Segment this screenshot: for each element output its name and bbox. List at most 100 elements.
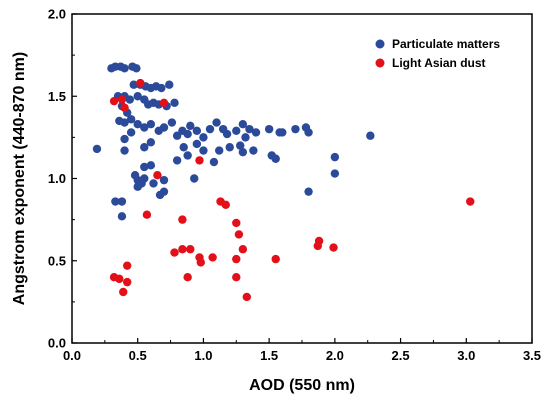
legend-label: Particulate matters [392,37,500,51]
particulate-point [179,143,188,152]
x-tick-label: 1.5 [260,348,278,363]
particulate-point [330,169,340,178]
dust-point [153,171,162,180]
particulate-point [117,212,127,221]
particulate-point [225,143,234,152]
x-tick-label: 3.0 [457,348,475,363]
particulate-point [129,80,138,89]
dust-point [136,78,145,88]
particulate-point [146,120,156,129]
legend: Particulate matters Light Asian dust [375,37,500,70]
particulate-point [236,141,245,150]
particulate-point [209,157,219,167]
particulate-point [157,83,166,93]
particulate-point [133,182,142,191]
particulate-point [120,118,129,127]
particulate-point [291,124,300,134]
dust-point [183,273,192,282]
particulate-point [140,162,149,172]
particulate-point [126,128,136,137]
dust-point [120,103,129,112]
particulate-point [120,64,129,73]
dust-point [159,98,169,108]
particulate-point [222,129,232,139]
x-tick-label: 0.5 [129,348,147,363]
dust-point [119,287,128,297]
particulate-point [183,151,192,160]
particulate-point [278,128,287,137]
particulate-point [238,147,248,157]
dust-point [242,292,251,302]
x-tick-label: 0.0 [63,348,81,363]
particulate-point [199,146,208,155]
particulate-point [146,138,156,147]
particulate-point [133,92,142,101]
dust-point [314,236,324,246]
data-points [92,62,475,302]
dust-point [109,96,119,106]
dust-point [186,245,195,254]
particulate-point [159,175,169,185]
y-tick-label: 0.5 [48,253,66,268]
legend-marker [375,58,385,68]
x-tick-label: 1.0 [194,348,212,363]
particulate-point [120,134,129,144]
y-tick-label: 1.0 [48,171,66,186]
y-tick-label: 0.0 [48,336,66,351]
particulate-point [249,146,258,155]
x-tick-label: 2.5 [392,348,410,363]
particulate-point [366,131,375,140]
dust-point [329,243,338,252]
particulate-point [149,179,158,188]
x-tick-label: 2.0 [326,348,344,363]
particulate-point [192,139,202,149]
particulate-point [212,118,221,127]
particulate-point [304,187,313,196]
particulate-point [172,156,182,165]
dust-point [196,258,205,267]
dust-point [232,218,241,228]
dust-point [208,253,217,262]
particulate-point [111,197,120,206]
particulate-point [126,115,136,124]
dust-point [170,248,179,257]
dust-point [238,245,248,254]
x-axis-label: AOD (550 nm) [249,377,355,394]
particulate-point [232,126,241,135]
dust-point [142,210,152,219]
y-axis-label: Angstrom exponent (440-870 nm) [11,52,28,305]
dust-point [232,254,241,264]
particulate-point [241,133,250,142]
particulate-point [140,174,149,183]
dust-point [234,230,244,239]
dust-point [271,254,280,264]
legend-marker [375,39,385,49]
y-tick-label: 2.0 [48,7,66,22]
dust-point [466,197,475,206]
dust-point [195,156,204,165]
particulate-point [264,124,274,134]
y-tick-label: 1.5 [48,89,66,104]
particulate-point [205,124,215,134]
particulate-point [120,146,129,155]
particulate-point [125,95,135,104]
dust-point [232,273,241,282]
x-tick-label: 3.5 [523,348,541,363]
dust-point [117,95,127,104]
particulate-point [172,131,182,140]
particulate-point [271,154,280,163]
particulate-point [117,197,127,206]
particulate-point [133,120,142,129]
particulate-point [159,123,169,132]
dust-point [178,245,187,254]
dust-point [178,215,187,224]
particulate-point [159,187,169,196]
particulate-point [330,152,340,162]
particulate-point [251,128,261,137]
particulate-point [92,144,102,154]
dust-point [123,261,132,270]
particulate-point [165,80,174,89]
particulate-point [245,124,254,134]
particulate-point [170,98,179,108]
